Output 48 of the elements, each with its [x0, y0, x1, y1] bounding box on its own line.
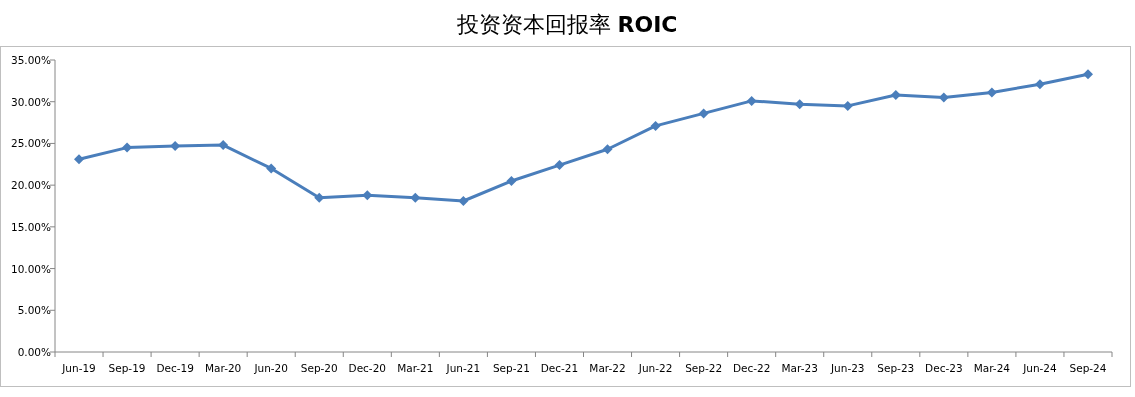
x-tick-label: Sep-22	[685, 362, 723, 374]
y-tick-label: 35.00%	[10, 54, 52, 66]
x-tick-label: Mar-20	[205, 362, 242, 374]
point	[986, 87, 997, 98]
y-tick-label: 30.00%	[10, 95, 52, 108]
point	[266, 163, 277, 174]
x-tick-label: Jun-19	[61, 362, 96, 374]
x-tick-label: Jun-24	[1022, 362, 1058, 374]
y-tick-label: 20.00%	[10, 179, 52, 192]
y-tick-label: 5.00%	[17, 304, 52, 317]
point	[890, 90, 901, 101]
point	[938, 92, 949, 103]
point	[74, 154, 85, 165]
y-tick-label: 0.00%	[17, 346, 52, 358]
point	[1034, 79, 1045, 90]
x-tick-label: Dec-19	[156, 362, 194, 374]
x-tick-label: Sep-24	[1069, 362, 1107, 374]
point	[458, 195, 469, 206]
x-tick-label: Sep-19	[108, 362, 146, 374]
point	[554, 160, 565, 171]
x-tick-label: Mar-21	[397, 362, 434, 374]
point	[506, 175, 517, 186]
point	[650, 120, 661, 131]
point	[746, 95, 757, 106]
x-tick-label: Mar-23	[781, 362, 818, 374]
y-tick-label: 10.00%	[10, 262, 52, 275]
x-tick-label: Jun-23	[829, 362, 865, 374]
x-tick-label: Mar-22	[589, 362, 626, 374]
x-tick-label: Sep-20	[300, 362, 338, 374]
point	[794, 99, 805, 110]
title: 投资资本回报率 ROIC	[456, 12, 678, 37]
point	[1082, 69, 1093, 80]
x-tick-label: Dec-22	[732, 362, 771, 374]
y-tick-label: 25.00%	[10, 137, 52, 150]
x-tick-label: Dec-21	[540, 362, 579, 374]
y-tick-label: 15.00%	[10, 220, 52, 233]
point	[698, 108, 709, 119]
x-tick-label: Sep-23	[877, 362, 915, 374]
point	[218, 140, 229, 151]
x-tick-label: Jun-20	[253, 362, 288, 374]
x-tick-label: Mar-24	[973, 362, 1011, 374]
point	[410, 192, 421, 203]
x-tick-label: Sep-21	[492, 362, 530, 374]
x-tick-label: Jun-22	[637, 362, 673, 374]
x-tick-label: Jun-21	[445, 362, 481, 374]
x-tick-label: Dec-23	[925, 362, 963, 374]
x-tick-label: Dec-20	[348, 362, 387, 374]
point	[602, 144, 613, 155]
